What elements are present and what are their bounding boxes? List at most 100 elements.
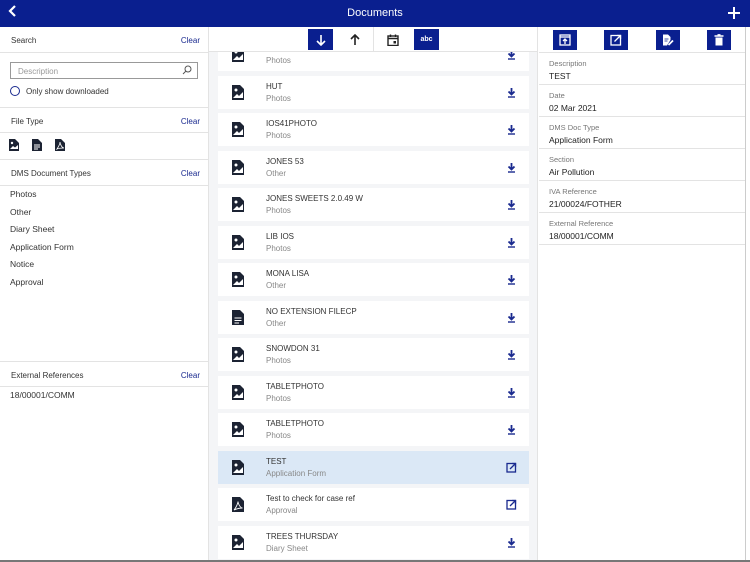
back-button[interactable] <box>8 4 18 23</box>
upload-icon <box>559 34 571 46</box>
bottom-border <box>0 560 750 562</box>
open-external-icon[interactable] <box>506 499 517 510</box>
field-value: Application Form <box>549 135 613 145</box>
field-label: Section <box>549 155 575 164</box>
download-icon[interactable] <box>506 424 517 435</box>
document-type: Photos <box>266 394 291 403</box>
document-row[interactable]: IOS41PHOTO Photos <box>218 113 529 146</box>
image-file-icon <box>232 160 244 175</box>
document-name: TABLETPHOTO <box>266 382 324 391</box>
document-type: Other <box>266 281 287 290</box>
only-show-downloaded-label: Only show downloaded <box>26 86 109 96</box>
pdf-file-icon[interactable] <box>55 139 65 151</box>
dms-type-approval[interactable]: Approval <box>10 276 44 287</box>
edit-document-button[interactable] <box>656 30 680 50</box>
detail-field-iva-reference: IVA Reference 21/00024/FOTHER <box>539 181 745 213</box>
open-external-icon[interactable] <box>506 462 517 473</box>
dms-document-types-clear-button[interactable]: Clear <box>180 169 200 178</box>
dms-type-other[interactable]: Other <box>10 206 32 217</box>
only-show-downloaded-toggle[interactable]: Only show downloaded <box>10 86 109 96</box>
dms-type-notice[interactable]: Notice <box>10 259 35 269</box>
download-icon[interactable] <box>506 274 517 285</box>
detail-field-dms-doc-type: DMS Doc Type Application Form <box>539 117 745 149</box>
document-name: Test to check for case ref <box>266 494 355 503</box>
detail-field-section: Section Air Pollution <box>539 149 745 181</box>
document-row[interactable]: TABLETPHOTO Photos <box>218 376 529 409</box>
detail-field-description: Description TEST <box>539 53 745 85</box>
filter-panel: Search Clear Description Only show downl… <box>0 27 209 562</box>
document-type: Photos <box>266 94 291 103</box>
image-file-icon <box>232 122 244 137</box>
search-clear-button[interactable]: Clear <box>180 36 200 45</box>
arrow-down-icon <box>315 34 326 46</box>
sort-alphabetical-button[interactable]: abc <box>414 29 439 50</box>
document-name: HUT <box>266 82 283 91</box>
open-external-button[interactable] <box>604 30 628 50</box>
dms-document-types-header: DMS Document Types Clear <box>0 160 208 186</box>
document-row[interactable]: Test to check for case ref Approval <box>218 488 529 521</box>
sort-divider <box>373 27 374 52</box>
radio-button[interactable] <box>10 86 20 96</box>
document-row[interactable]: JONES 53 Other <box>218 151 529 184</box>
download-icon[interactable] <box>506 387 517 398</box>
document-name: JONES SWEETS 2.0.49 W <box>266 194 363 203</box>
document-row[interactable]: TABLETPHOTO Photos <box>218 413 529 446</box>
document-type: Photos <box>266 131 291 140</box>
download-icon[interactable] <box>506 237 517 248</box>
file-type-clear-button[interactable]: Clear <box>180 117 200 126</box>
document-row[interactable]: JONES SWEETS 2.0.49 W Photos <box>218 188 529 221</box>
field-value: TEST <box>549 71 571 81</box>
document-type: Photos <box>266 356 291 365</box>
document-name: TEST <box>266 457 287 466</box>
open-external-icon <box>610 34 622 46</box>
document-row-selected[interactable]: TEST Application Form <box>218 451 529 484</box>
download-icon[interactable] <box>506 124 517 135</box>
document-row[interactable]: SNOWDON 31 Photos <box>218 338 529 371</box>
document-row[interactable]: TREES THURSDAY Diary Sheet <box>218 526 529 559</box>
sort-descending-button[interactable] <box>308 29 333 50</box>
image-file-icon <box>232 535 244 550</box>
document-row[interactable]: NO EXTENSION FILECP Other <box>218 301 529 334</box>
document-row[interactable]: MONA LISA Other <box>218 263 529 296</box>
detail-actions-toolbar <box>539 27 745 53</box>
download-icon[interactable] <box>506 87 517 98</box>
document-type: Photos <box>266 206 291 215</box>
file-type-label: File Type <box>11 117 44 126</box>
search-placeholder: Description <box>18 67 59 76</box>
sort-by-date-button[interactable] <box>380 29 405 50</box>
dms-type-photos[interactable]: Photos <box>10 189 37 199</box>
text-file-icon <box>232 310 244 325</box>
search-label: Search <box>11 36 37 45</box>
search-icon <box>182 65 192 75</box>
sort-ascending-button[interactable] <box>342 29 367 50</box>
document-row[interactable]: HUT Photos <box>218 76 529 109</box>
document-list-panel: Photos HUT Photos IOS41PHOTO Photos JONE… <box>209 27 538 562</box>
field-label: Date <box>549 91 565 100</box>
dms-type-application-form[interactable]: Application Form <box>10 241 74 252</box>
document-name: IOS41PHOTO <box>266 119 317 128</box>
download-icon[interactable] <box>506 349 517 360</box>
external-reference-item[interactable]: 18/00001/COMM <box>10 390 75 400</box>
external-references-clear-button[interactable]: Clear <box>180 371 200 380</box>
field-value: Air Pollution <box>549 167 595 177</box>
abc-icon: abc <box>420 36 433 43</box>
text-file-icon[interactable] <box>32 139 42 151</box>
download-icon[interactable] <box>506 199 517 210</box>
download-icon[interactable] <box>506 312 517 323</box>
download-icon[interactable] <box>506 537 517 548</box>
document-name: SNOWDON 31 <box>266 344 320 353</box>
delete-button[interactable] <box>707 30 731 50</box>
document-type: Photos <box>266 431 291 440</box>
download-icon[interactable] <box>506 162 517 173</box>
image-file-icon[interactable] <box>9 139 19 151</box>
add-button[interactable] <box>728 2 740 24</box>
detail-field-date: Date 02 Mar 2021 <box>539 85 745 117</box>
dms-type-diary-sheet[interactable]: Diary Sheet <box>10 224 55 234</box>
field-value: 21/00024/FOTHER <box>549 199 622 209</box>
document-type: Other <box>266 319 287 328</box>
image-file-icon <box>232 347 244 362</box>
description-search-input[interactable]: Description <box>10 62 198 79</box>
upload-button[interactable] <box>553 30 577 50</box>
document-row[interactable]: LIB IOS Photos <box>218 226 529 259</box>
